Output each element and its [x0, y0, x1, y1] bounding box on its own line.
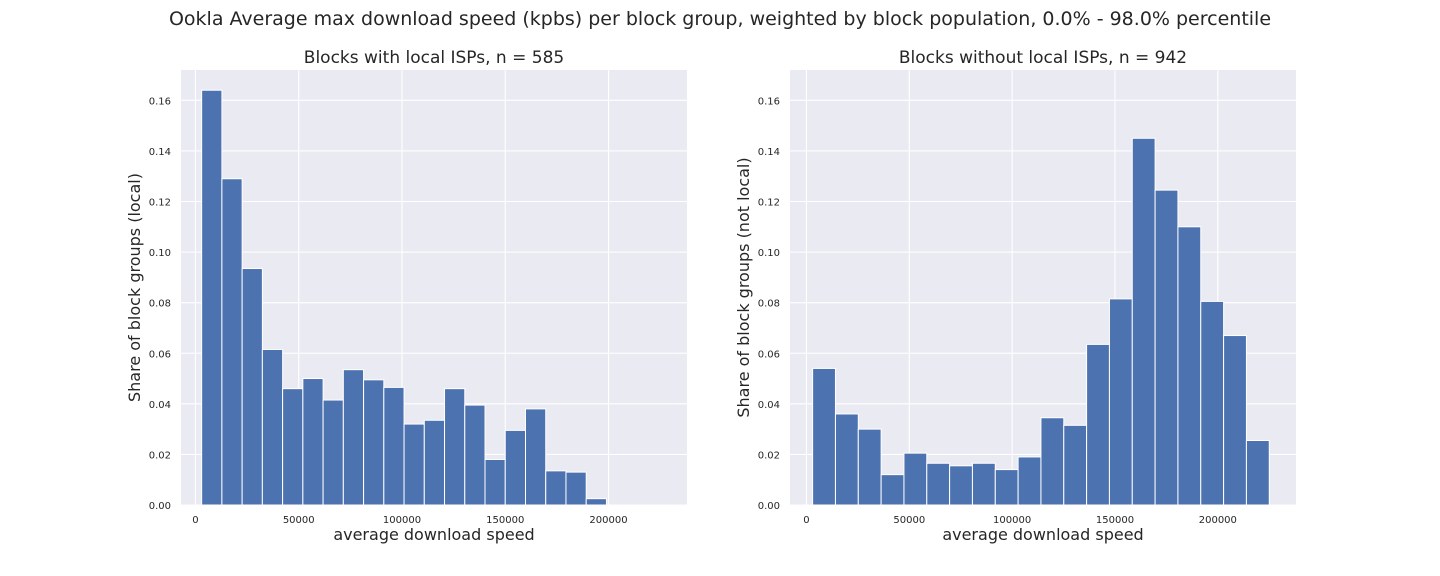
histogram-bar	[423, 419, 446, 506]
y-tick-label: 0.04	[758, 400, 780, 411]
histogram-bar	[524, 408, 547, 506]
histogram-bar	[585, 498, 607, 506]
histogram-bar	[1223, 335, 1247, 506]
x-tick-label: 50000	[283, 515, 315, 526]
x-tick-label: 0	[192, 515, 198, 526]
histogram-bar	[1108, 298, 1133, 506]
y-tick-label: 0.06	[149, 349, 171, 360]
histogram-bar	[201, 89, 223, 506]
histogram-bar	[880, 474, 905, 506]
histogram-bar	[926, 462, 951, 506]
y-tick-label: 0.02	[758, 450, 780, 461]
histogram-bar	[565, 471, 587, 506]
histogram-bar	[383, 386, 405, 506]
histogram-bar	[261, 348, 284, 506]
y-tick-label: 0.00	[149, 501, 171, 512]
y-tick-label: 0.08	[758, 299, 780, 310]
histogram-bar	[1131, 137, 1156, 506]
histogram-bar	[812, 367, 836, 506]
histogram-bar	[1200, 300, 1225, 506]
x-tick-label: 0	[803, 515, 809, 526]
histogram-bar	[342, 369, 365, 506]
histogram-bar	[241, 268, 263, 506]
y-tick-label: 0.16	[758, 96, 780, 107]
histogram-bar	[221, 178, 243, 506]
y-tick-label: 0.14	[149, 147, 171, 158]
y-axis-label: Share of block groups (local)	[125, 173, 144, 402]
x-tick-label: 200000	[1199, 515, 1237, 526]
chart-panel-1: 0.00 0.02 0.04 0.06 0.08 0.10 0.12 0.14 0.16 0 500…	[125, 48, 687, 544]
y-tick-label: 0.06	[758, 349, 780, 360]
chart-title: Blocks without local ISPs, n = 942	[899, 48, 1187, 68]
y-tick-label: 0.10	[758, 248, 780, 259]
y-tick-label: 0.12	[149, 198, 171, 209]
histogram-bar	[403, 423, 425, 506]
chart-title: Blocks with local ISPs, n = 585	[304, 48, 564, 68]
x-tick-label: 100000	[383, 515, 421, 526]
x-tick-label: 150000	[486, 515, 524, 526]
y-tick-label: 0.08	[149, 299, 171, 310]
histogram-bar	[545, 470, 567, 506]
y-tick-label: 0.14	[758, 147, 780, 158]
histogram-bar	[444, 388, 466, 506]
y-tick-label: 0.16	[149, 96, 171, 107]
x-tick-label: 50000	[893, 515, 925, 526]
histogram-bar	[1177, 226, 1202, 506]
y-axis-label: Share of block groups (not local)	[734, 157, 753, 417]
histogram-bar	[1245, 440, 1270, 506]
histogram-bar	[1086, 343, 1110, 506]
histogram-bar	[949, 465, 973, 506]
histogram-bar	[834, 413, 859, 506]
y-tick-label: 0.12	[758, 198, 780, 209]
histogram-bar	[484, 458, 506, 506]
x-axis-label: average download speed	[333, 525, 534, 544]
x-tick-label: 200000	[589, 515, 627, 526]
histogram-bar	[994, 469, 1019, 506]
histogram-bar	[1063, 424, 1088, 506]
histogram-bar	[1017, 456, 1042, 506]
histogram-bar	[464, 404, 486, 506]
histogram-bar	[857, 428, 882, 506]
histogram-bar	[302, 378, 324, 506]
histogram-bar	[282, 388, 304, 506]
x-axis-label: average download speed	[942, 525, 1143, 544]
histogram-bar	[1154, 189, 1179, 506]
y-tick-label: 0.10	[149, 248, 171, 259]
histogram-bar	[1040, 417, 1065, 506]
histogram-bar	[903, 452, 928, 506]
y-tick-label: 0.04	[149, 400, 171, 411]
histogram-bar	[363, 379, 385, 506]
histogram-bar	[504, 429, 526, 506]
y-tick-label: 0.00	[758, 501, 780, 512]
x-tick-label: 100000	[993, 515, 1031, 526]
chart-panel-2: 0.00 0.02 0.04 0.06 0.08 0.10 0.12 0.14 0.16 0 500…	[734, 48, 1296, 544]
y-tick-label: 0.02	[149, 450, 171, 461]
histogram-bar	[971, 462, 996, 506]
x-tick-label: 150000	[1096, 515, 1134, 526]
histogram-bar	[322, 399, 344, 506]
figure-title: Ookla Average max download speed (kpbs) …	[168, 8, 1272, 30]
